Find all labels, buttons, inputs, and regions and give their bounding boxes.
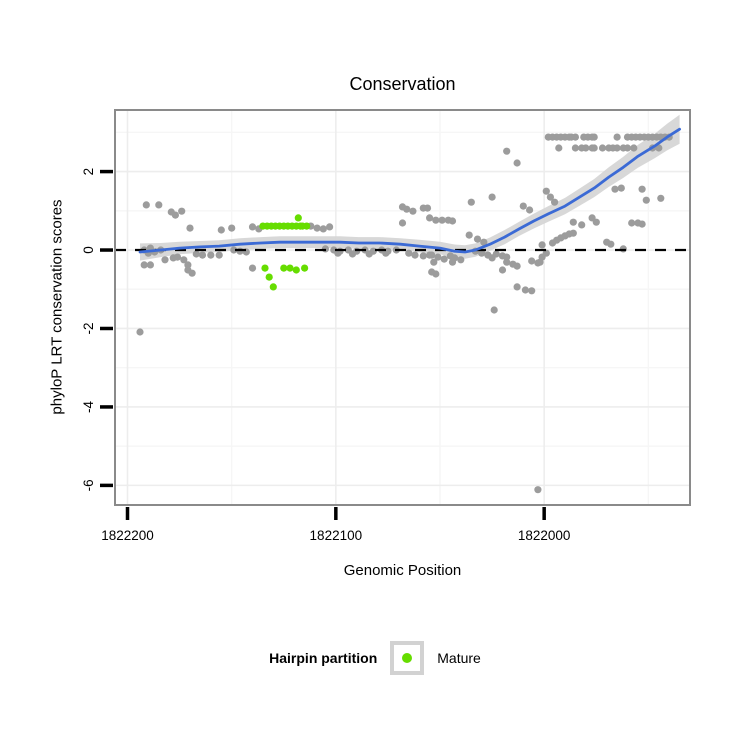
legend-title: Hairpin partition: [269, 650, 378, 666]
panel-border: [114, 109, 691, 506]
legend-key: [390, 641, 425, 675]
grid-major: [115, 110, 690, 505]
legend: Hairpin partition Mature: [0, 638, 750, 678]
points-gray: [136, 133, 673, 494]
plot-panel: [115, 110, 690, 505]
y-tick-label: 0: [81, 246, 96, 254]
points-mature: [259, 214, 311, 291]
grid-minor: [115, 110, 690, 505]
legend-item-label: Mature: [437, 650, 481, 666]
y-tick-label: 2: [81, 168, 96, 176]
x-tick-label: 1822000: [518, 528, 571, 543]
x-tick-label: 1822100: [310, 528, 363, 543]
y-axis: 2 0 -2 -4 -6: [81, 168, 113, 491]
y-tick-label: -6: [81, 479, 96, 491]
y-tick-label: -2: [81, 322, 96, 334]
x-tick-label: 1822200: [101, 528, 154, 543]
y-tick-label: -4: [81, 400, 96, 412]
smooth-trend-line: [138, 127, 681, 254]
x-axis: 1822200 1822100 1822000: [101, 507, 570, 543]
mature-point-icon: [402, 653, 413, 663]
plot-title: Conservation: [349, 74, 456, 94]
x-axis-title: Genomic Position: [343, 562, 462, 579]
